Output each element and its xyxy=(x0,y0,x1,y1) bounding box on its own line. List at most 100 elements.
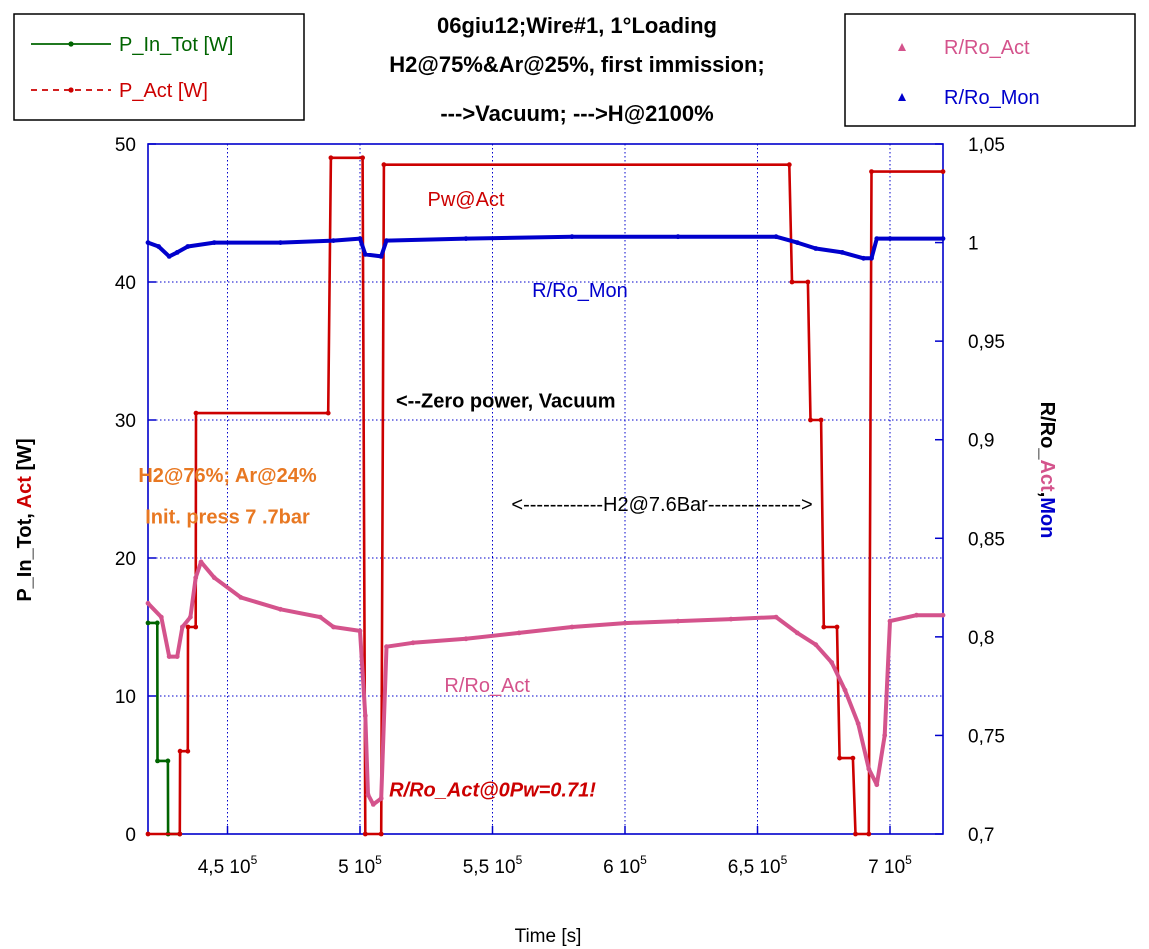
data-point-3-8 xyxy=(357,236,363,242)
data-point-3-0 xyxy=(145,240,151,246)
data-point-2-20 xyxy=(463,636,469,642)
annotation-2: <--Zero power, Vacuum xyxy=(396,391,616,413)
legend-left-frame xyxy=(13,13,305,121)
data-point-3-4 xyxy=(185,244,191,249)
y-right-tick-label-0: 0,7 xyxy=(968,825,994,846)
data-point-0-1 xyxy=(154,620,160,626)
data-point-3-11 xyxy=(384,238,389,244)
data-point-2-8 xyxy=(211,575,217,581)
y-left-tick-label-5: 50 xyxy=(115,135,136,156)
data-point-2-10 xyxy=(278,606,283,612)
data-point-1-21 xyxy=(850,755,856,761)
annotation-0: Pw@Act xyxy=(428,189,505,211)
data-point-2-4 xyxy=(180,624,185,630)
data-point-2-28 xyxy=(813,642,819,648)
chart-title-line-1: 06giu12;Wire#1, 1°Loading xyxy=(437,13,717,38)
y-axis-right-label-prefix: R/Ro_ xyxy=(1036,402,1058,461)
annotation-6: R/Ro_Act xyxy=(444,675,530,697)
y-axis-left-label: P_In_Tot, Act [W] xyxy=(14,438,36,601)
data-point-0-0 xyxy=(145,620,151,626)
x-tick-exponent-5: 5 xyxy=(905,853,912,867)
plot-frame xyxy=(147,143,944,835)
data-point-2-17 xyxy=(378,796,384,801)
data-point-2-11 xyxy=(317,614,323,620)
data-point-2-25 xyxy=(728,616,734,622)
data-point-2-9 xyxy=(238,595,244,600)
y-right-tick-label-6: 1 xyxy=(968,234,979,255)
series-1 xyxy=(145,155,946,837)
data-point-3-6 xyxy=(278,240,283,246)
x-tick-label-3: 6 105 xyxy=(603,853,647,878)
data-point-3-5 xyxy=(211,240,217,246)
x-tick-label-1: 5 105 xyxy=(338,853,382,878)
data-point-1-4 xyxy=(185,624,191,630)
chart-title-line-3: --->Vacuum; --->H@2100% xyxy=(440,101,713,126)
data-point-1-17 xyxy=(818,417,824,423)
data-point-1-2 xyxy=(177,748,183,754)
data-point-3-10 xyxy=(378,254,384,259)
data-point-1-5 xyxy=(193,624,199,630)
data-point-1-14 xyxy=(789,279,795,285)
data-point-2-0 xyxy=(145,600,151,606)
x-tick-exponent-4: 5 xyxy=(781,853,788,867)
data-point-1-3 xyxy=(185,748,191,754)
data-point-2-31 xyxy=(855,721,861,726)
data-point-2-32 xyxy=(866,766,872,772)
legend-right-items-label-1: R/Ro_Mon xyxy=(944,87,1040,109)
data-point-2-35 xyxy=(887,618,893,624)
data-point-2-30 xyxy=(842,687,848,693)
data-point-1-19 xyxy=(834,624,840,630)
data-point-0-3 xyxy=(165,758,171,764)
data-point-3-7 xyxy=(331,238,336,244)
data-point-1-12 xyxy=(381,162,387,168)
x-tick-label-4: 6,5 105 xyxy=(728,853,788,878)
data-point-2-14 xyxy=(362,713,368,719)
data-point-3-1 xyxy=(156,244,162,249)
data-point-2-7 xyxy=(198,559,204,565)
x-tick-exponent-0: 5 xyxy=(251,853,258,867)
data-point-3-19 xyxy=(861,255,866,261)
annotation-1: R/Ro_Mon xyxy=(532,280,628,302)
y-left-tick-label-3: 30 xyxy=(115,411,136,432)
y-right-tick-label-7: 1,05 xyxy=(968,135,1005,156)
y-left-tick-label-1: 10 xyxy=(115,687,136,708)
y-axis-right-label: R/Ro_Act,Mon xyxy=(1036,402,1058,539)
x-tick-label-2: 5,5 105 xyxy=(463,853,523,878)
legend-left: P_In_Tot [W] P_Act [W] xyxy=(13,13,305,121)
data-point-2-16 xyxy=(370,802,376,807)
y-axis-right-label-mon: Mon xyxy=(1036,497,1058,538)
data-point-3-18 xyxy=(839,250,845,255)
data-point-2-2 xyxy=(166,654,172,659)
data-point-3-22 xyxy=(887,236,893,242)
legend-left-items-label-1: P_Act [W] xyxy=(119,80,208,102)
data-point-2-15 xyxy=(365,792,371,797)
annotation-4: Init. press 7 .7bar xyxy=(145,507,310,529)
data-point-2-27 xyxy=(794,630,800,636)
data-point-1-6 xyxy=(193,410,199,416)
data-point-1-13 xyxy=(786,162,792,168)
x-tick-label-0: 4,5 105 xyxy=(198,853,258,878)
data-point-2-12 xyxy=(331,624,336,630)
grid-lines xyxy=(148,144,943,834)
y-axis-left-label-unit: [W] xyxy=(14,438,36,476)
data-point-2-24 xyxy=(675,618,681,624)
data-point-3-16 xyxy=(794,240,800,246)
data-point-3-14 xyxy=(675,234,681,240)
annotation-3: H2@76%; Ar@24% xyxy=(138,465,317,487)
y-right-tick-label-1: 0,75 xyxy=(968,726,1005,747)
data-point-3-15 xyxy=(773,234,779,240)
y-right-tick-label-4: 0,9 xyxy=(968,431,994,452)
legend-right-items-label-0: R/Ro_Act xyxy=(944,37,1030,59)
y-axis-left-label-prefix: P_In_Tot, xyxy=(14,508,36,601)
data-point-3-2 xyxy=(166,254,172,259)
data-point-2-1 xyxy=(158,614,164,620)
data-point-2-33 xyxy=(874,782,880,788)
data-point-2-22 xyxy=(569,624,575,630)
x-axis-label: Time [s] xyxy=(515,926,582,947)
y-axis-right-label-act: Act xyxy=(1036,459,1058,492)
data-point-2-23 xyxy=(622,620,628,626)
y-right-tick-label-5: 0,95 xyxy=(968,332,1005,353)
data-point-2-29 xyxy=(829,660,835,665)
data-point-3-13 xyxy=(569,234,575,240)
legend-right-items-marker-1 xyxy=(898,93,906,101)
